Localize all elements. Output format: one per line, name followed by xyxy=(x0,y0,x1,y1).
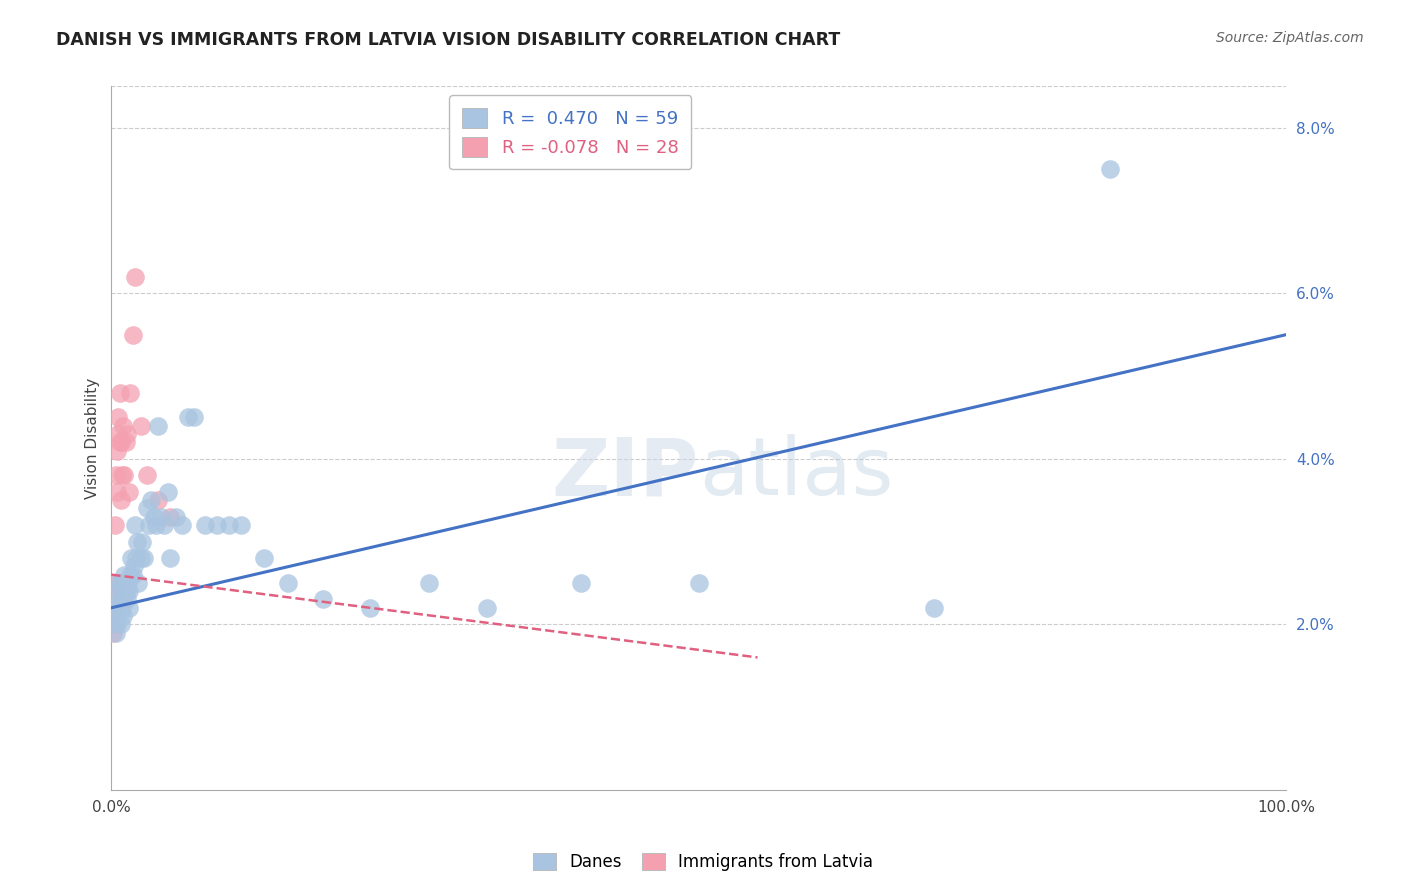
Point xyxy=(145,518,167,533)
Point xyxy=(205,518,228,533)
Point xyxy=(170,518,193,533)
Point xyxy=(121,567,143,582)
Point xyxy=(103,600,125,615)
Point xyxy=(159,551,181,566)
Point xyxy=(104,518,127,533)
Y-axis label: Vision Disability: Vision Disability xyxy=(86,377,100,499)
Point xyxy=(115,427,138,442)
Point xyxy=(105,443,128,458)
Point xyxy=(105,617,128,632)
Point xyxy=(105,584,128,599)
Point xyxy=(359,600,381,615)
Point xyxy=(149,509,172,524)
Point xyxy=(129,418,152,433)
Point xyxy=(111,468,134,483)
Point xyxy=(127,534,149,549)
Point xyxy=(165,509,187,524)
Point xyxy=(103,617,125,632)
Point xyxy=(418,576,440,591)
Point xyxy=(103,600,125,615)
Point xyxy=(111,600,134,615)
Point xyxy=(112,468,135,483)
Point xyxy=(148,418,170,433)
Legend: Danes, Immigrants from Latvia: Danes, Immigrants from Latvia xyxy=(524,845,882,880)
Point xyxy=(135,468,157,483)
Point xyxy=(120,385,142,400)
Point xyxy=(108,385,131,400)
Point xyxy=(177,410,200,425)
Point xyxy=(101,625,124,640)
Point xyxy=(153,518,176,533)
Point xyxy=(110,435,132,450)
Point xyxy=(138,518,160,533)
Point xyxy=(110,617,132,632)
Point xyxy=(118,584,141,599)
Point xyxy=(156,484,179,499)
Point xyxy=(120,551,142,566)
Text: ZIP: ZIP xyxy=(551,434,699,512)
Point xyxy=(104,609,127,624)
Point xyxy=(118,484,141,499)
Point xyxy=(569,576,592,591)
Point xyxy=(110,576,132,591)
Point xyxy=(277,576,299,591)
Point xyxy=(115,592,138,607)
Point xyxy=(141,493,163,508)
Point xyxy=(115,584,138,599)
Point xyxy=(159,509,181,524)
Point xyxy=(124,269,146,284)
Point xyxy=(120,567,142,582)
Point xyxy=(118,600,141,615)
Point xyxy=(688,576,710,591)
Point xyxy=(110,493,132,508)
Point xyxy=(131,534,153,549)
Point xyxy=(121,327,143,342)
Point xyxy=(183,410,205,425)
Point xyxy=(129,551,152,566)
Point xyxy=(134,551,156,566)
Point xyxy=(142,509,165,524)
Point xyxy=(107,427,129,442)
Point xyxy=(253,551,276,566)
Point xyxy=(105,484,128,499)
Legend: R =  0.470   N = 59, R = -0.078   N = 28: R = 0.470 N = 59, R = -0.078 N = 28 xyxy=(450,95,692,169)
Point xyxy=(112,567,135,582)
Point xyxy=(922,600,945,615)
Point xyxy=(112,584,135,599)
Point xyxy=(114,435,136,450)
Point xyxy=(229,518,252,533)
Point xyxy=(125,551,148,566)
Text: DANISH VS IMMIGRANTS FROM LATVIA VISION DISABILITY CORRELATION CHART: DANISH VS IMMIGRANTS FROM LATVIA VISION … xyxy=(56,31,841,49)
Point xyxy=(107,410,129,425)
Point xyxy=(108,435,131,450)
Point xyxy=(127,576,149,591)
Point xyxy=(107,600,129,615)
Point xyxy=(194,518,217,533)
Point xyxy=(114,576,136,591)
Point xyxy=(112,609,135,624)
Point xyxy=(104,576,127,591)
Point xyxy=(105,468,128,483)
Point xyxy=(148,493,170,508)
Point xyxy=(112,418,135,433)
Point xyxy=(218,518,240,533)
Point xyxy=(108,592,131,607)
Point xyxy=(105,625,128,640)
Point xyxy=(105,584,128,599)
Text: Source: ZipAtlas.com: Source: ZipAtlas.com xyxy=(1216,31,1364,45)
Point xyxy=(117,576,139,591)
Text: atlas: atlas xyxy=(699,434,893,512)
Point xyxy=(1098,162,1121,177)
Point xyxy=(124,518,146,533)
Point xyxy=(477,600,499,615)
Point xyxy=(122,559,145,574)
Point xyxy=(135,501,157,516)
Point xyxy=(107,576,129,591)
Point xyxy=(312,592,335,607)
